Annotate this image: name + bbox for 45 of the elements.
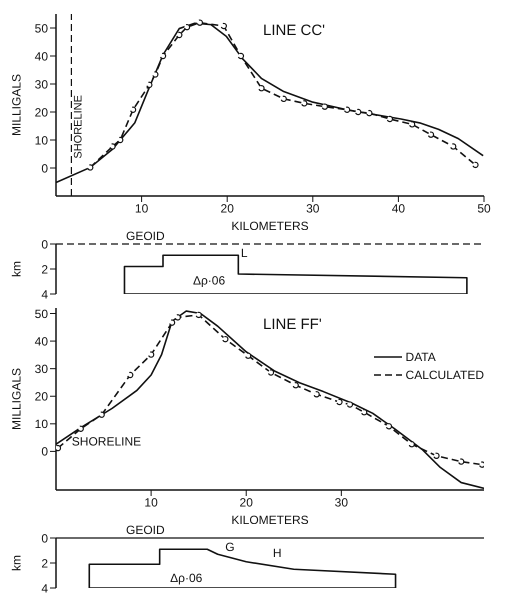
legend-label: CALCULATED bbox=[406, 368, 484, 382]
y-tick-label: 40 bbox=[34, 49, 48, 64]
legend-label: DATA bbox=[406, 350, 436, 364]
y-axis-title: km bbox=[9, 261, 24, 277]
annotation: L bbox=[240, 246, 248, 260]
y-tick-label: 0 bbox=[41, 161, 48, 176]
annotation: SHORELINE bbox=[72, 434, 142, 448]
annotation: G bbox=[225, 540, 235, 554]
annotation: Δρ·06 bbox=[192, 273, 226, 288]
text: LINE FF' bbox=[263, 316, 322, 333]
y-tick-label: 2 bbox=[41, 556, 48, 570]
y-tick-label: 50 bbox=[34, 21, 48, 36]
y-tick-label: 0 bbox=[41, 237, 48, 252]
ref-line-label: SHORELINE bbox=[72, 95, 84, 159]
y-axis-title: MILLIGALS bbox=[9, 74, 24, 136]
y-axis-title: km bbox=[9, 555, 24, 571]
y-tick-label: 4 bbox=[41, 581, 48, 596]
y-tick-label: 40 bbox=[34, 334, 48, 348]
text: LINE CC' bbox=[263, 22, 326, 39]
x-tick-label: 20 bbox=[220, 202, 234, 216]
x-tick-label: 40 bbox=[392, 202, 406, 216]
y-tick-label: 50 bbox=[34, 306, 48, 321]
x-tick-label: 20 bbox=[240, 496, 254, 510]
y-tick-label: 20 bbox=[34, 390, 48, 404]
x-tick-label: 10 bbox=[144, 496, 158, 510]
x-tick-label: 10 bbox=[134, 202, 149, 216]
y-tick-label: 20 bbox=[34, 105, 48, 120]
y-tick-label: 10 bbox=[34, 133, 48, 148]
y-axis-title: MILLIGALS bbox=[9, 368, 24, 430]
x-tick-label: 30 bbox=[334, 496, 348, 510]
annotation: Δρ·06 bbox=[170, 571, 203, 585]
y-tick-label: 2 bbox=[41, 262, 48, 276]
ref-line-label: GEOID bbox=[126, 523, 166, 537]
x-axis-title: KILOMETERS bbox=[231, 219, 309, 233]
annotation: H bbox=[272, 546, 282, 560]
y-tick-label: 30 bbox=[34, 77, 48, 92]
ref-line-label: GEOID bbox=[126, 229, 166, 243]
y-tick-label: 4 bbox=[41, 287, 48, 302]
x-axis-title: KILOMETERS bbox=[231, 513, 309, 527]
y-tick-label: 0 bbox=[41, 444, 48, 459]
y-tick-label: 30 bbox=[34, 362, 48, 376]
x-tick-label: 30 bbox=[306, 202, 320, 216]
y-tick-label: 10 bbox=[34, 417, 48, 432]
x-tick-label: 50 bbox=[477, 202, 491, 216]
y-tick-label: 0 bbox=[41, 531, 48, 546]
